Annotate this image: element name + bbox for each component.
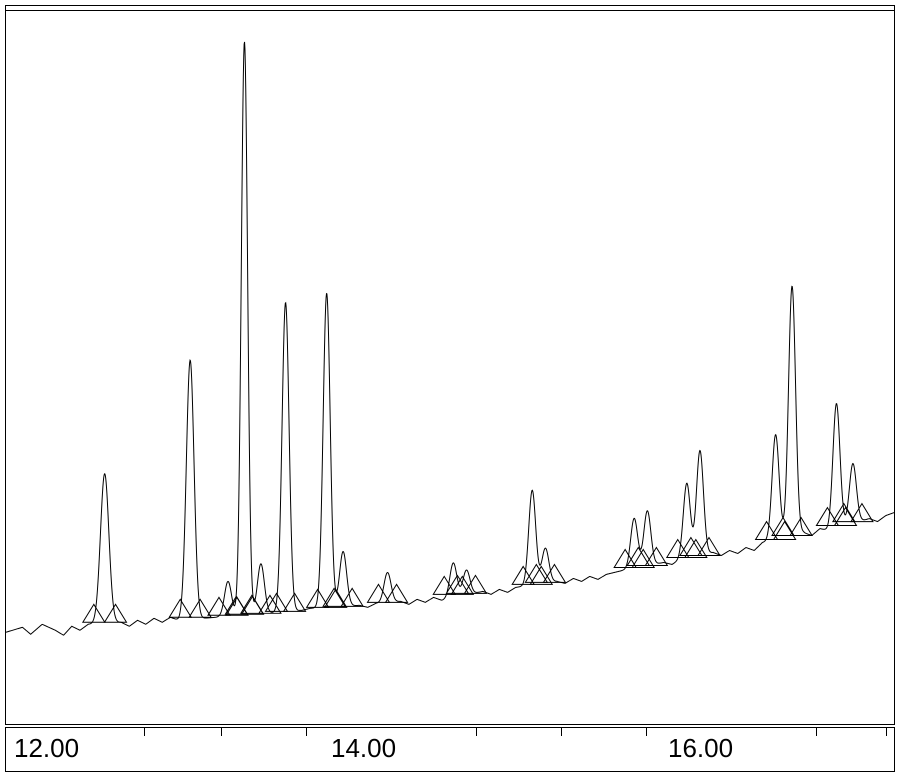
peak-marker-icon <box>667 540 689 558</box>
chromatogram-svg <box>6 14 894 724</box>
peak-marker-icon <box>772 518 794 536</box>
x-axis-tick <box>306 728 307 736</box>
peak-marker-icon <box>105 604 127 622</box>
peak-marker-icon <box>433 576 455 594</box>
x-axis-tick <box>886 728 887 736</box>
x-axis-tick <box>646 728 647 736</box>
peak-marker-icon <box>614 549 636 567</box>
peak-marker-icon <box>835 508 857 526</box>
x-axis-tick <box>561 728 562 736</box>
peak-marker-icon <box>543 564 565 582</box>
x-axis: 12.00 14.00 16.00 <box>5 727 895 772</box>
peak-marker-icon <box>465 575 487 593</box>
peak-marker-icon <box>698 538 720 556</box>
x-axis-tick <box>476 728 477 736</box>
x-axis-label: 12.00 <box>14 733 79 764</box>
chromatogram-trace <box>6 42 894 635</box>
peak-marker-icon <box>627 547 649 565</box>
peak-marker-icon <box>816 508 838 526</box>
x-axis-tick <box>816 728 817 736</box>
peak-marker-icon <box>525 564 547 582</box>
x-axis-tick <box>221 728 222 736</box>
x-axis-label: 16.00 <box>668 733 733 764</box>
x-axis-tick <box>144 728 145 736</box>
header-divider <box>6 10 894 11</box>
chromatogram-plot <box>5 5 895 725</box>
peak-marker-icon <box>680 538 702 556</box>
x-axis-label: 14.00 <box>331 733 396 764</box>
peak-marker-icon <box>367 584 389 602</box>
peak-marker-icon <box>774 522 796 540</box>
peak-marker-icon <box>386 584 408 602</box>
